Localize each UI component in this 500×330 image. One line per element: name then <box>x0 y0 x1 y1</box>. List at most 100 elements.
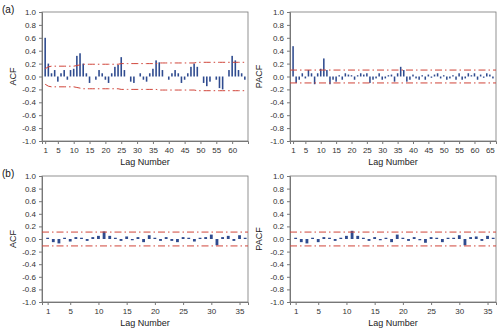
bar <box>225 76 227 77</box>
bar <box>63 70 65 76</box>
x-tick-label: 60 <box>471 146 480 155</box>
y-tick-mark <box>39 302 42 303</box>
bar <box>452 75 454 76</box>
bar <box>323 58 325 76</box>
x-tick-mark <box>336 141 337 144</box>
bar <box>379 239 382 240</box>
x-tick-label: 1 <box>294 307 299 316</box>
bar <box>430 237 433 239</box>
y-axis: -1.0-0.8-0.6-0.4-0.20.00.20.40.60.81.0 <box>22 172 42 307</box>
y-tick: -0.4 <box>270 260 290 269</box>
x-tick-label: 10 <box>70 146 79 155</box>
bar <box>216 77 218 80</box>
y-tick-label: -0.6 <box>22 273 36 282</box>
bar <box>193 239 196 242</box>
bar <box>177 73 179 76</box>
x-tick: 10 <box>94 302 103 316</box>
y-axis-line <box>287 177 291 303</box>
x-tick-label: 30 <box>455 307 464 316</box>
y-tick-label: 0.4 <box>25 210 37 219</box>
y-tick-label: 0.2 <box>273 60 285 69</box>
x-tick-mark <box>375 302 376 305</box>
bar <box>369 77 371 83</box>
y-tick-mark <box>287 25 290 26</box>
bar <box>86 239 89 241</box>
bar <box>149 73 151 76</box>
y-tick: 0.8 <box>25 185 42 194</box>
y-tick: 0.4 <box>273 210 290 219</box>
y-tick-label: 0.6 <box>273 34 285 43</box>
x-tick: 20 <box>101 141 110 155</box>
x-tick: 10 <box>317 141 326 155</box>
x-tick-mark <box>121 141 122 144</box>
bar <box>232 239 235 241</box>
y-tick-mark <box>287 89 290 90</box>
x-tick-mark <box>169 141 170 144</box>
x-tick: 5 <box>68 302 73 316</box>
y-tick-mark <box>287 102 290 103</box>
y-tick: 1.0 <box>25 8 42 17</box>
x-tick-mark <box>346 302 347 305</box>
x-axis-line <box>43 142 249 145</box>
y-tick-mark <box>39 239 42 240</box>
x-tick-label: 45 <box>181 146 190 155</box>
y-tick-label: 0.8 <box>25 185 37 194</box>
bar <box>125 236 128 239</box>
bar <box>152 69 154 77</box>
y-tick-label: -0.2 <box>270 248 284 257</box>
bar <box>58 239 61 243</box>
x-axis-title: Lag Number <box>368 157 418 167</box>
y-tick-label: -0.4 <box>22 260 36 269</box>
bar <box>480 75 482 77</box>
y-tick: 0.6 <box>25 34 42 43</box>
plot-area <box>42 231 248 245</box>
bar <box>148 235 151 239</box>
y-tick-mark <box>287 264 290 265</box>
bar <box>477 77 479 80</box>
y-tick: -0.6 <box>270 273 290 282</box>
bar <box>366 73 368 76</box>
bar <box>458 73 460 76</box>
bar <box>139 73 141 76</box>
bar <box>338 75 340 76</box>
panel: -1.0-0.8-0.6-0.4-0.20.00.20.40.60.81.015… <box>2 4 249 167</box>
x-tick-mark <box>211 302 212 305</box>
x-tick-label: 5 <box>68 307 73 316</box>
y-tick-mark <box>39 226 42 227</box>
y-tick: -0.2 <box>270 248 290 257</box>
y-tick-label: -0.2 <box>22 248 36 257</box>
bar <box>124 70 126 76</box>
bar <box>480 239 483 241</box>
x-tick: 15 <box>86 141 95 155</box>
bar <box>231 56 233 77</box>
confidence-limit-lower <box>290 82 496 83</box>
bar <box>294 238 297 239</box>
y-tick-mark <box>287 77 290 78</box>
y-tick-label: 0.0 <box>273 73 285 82</box>
y-tick: 0.0 <box>273 235 290 244</box>
y-tick: 0.0 <box>25 73 42 82</box>
bar <box>143 77 145 80</box>
bar <box>431 77 433 78</box>
bar <box>222 77 224 90</box>
bar <box>446 77 448 80</box>
y-tick: 0.0 <box>273 73 290 82</box>
bar <box>356 236 359 239</box>
y-tick-mark <box>39 89 42 90</box>
bar <box>130 77 132 82</box>
bar <box>108 236 111 239</box>
bar <box>176 239 179 242</box>
y-tick-label: 0.2 <box>273 222 285 231</box>
y-tick-mark <box>287 226 290 227</box>
x-tick-mark <box>293 141 294 144</box>
plot-frame <box>290 176 496 302</box>
bar <box>401 238 404 239</box>
x-tick-mark <box>105 141 106 144</box>
y-tick-label: 0.4 <box>273 210 285 219</box>
y-tick-label: -0.2 <box>22 85 36 94</box>
x-tick-label: 30 <box>133 146 142 155</box>
bar <box>434 75 436 77</box>
y-tick: 0.8 <box>25 21 42 30</box>
x-tick-mark <box>74 141 75 144</box>
x-axis-title: Lag Number <box>120 318 170 328</box>
